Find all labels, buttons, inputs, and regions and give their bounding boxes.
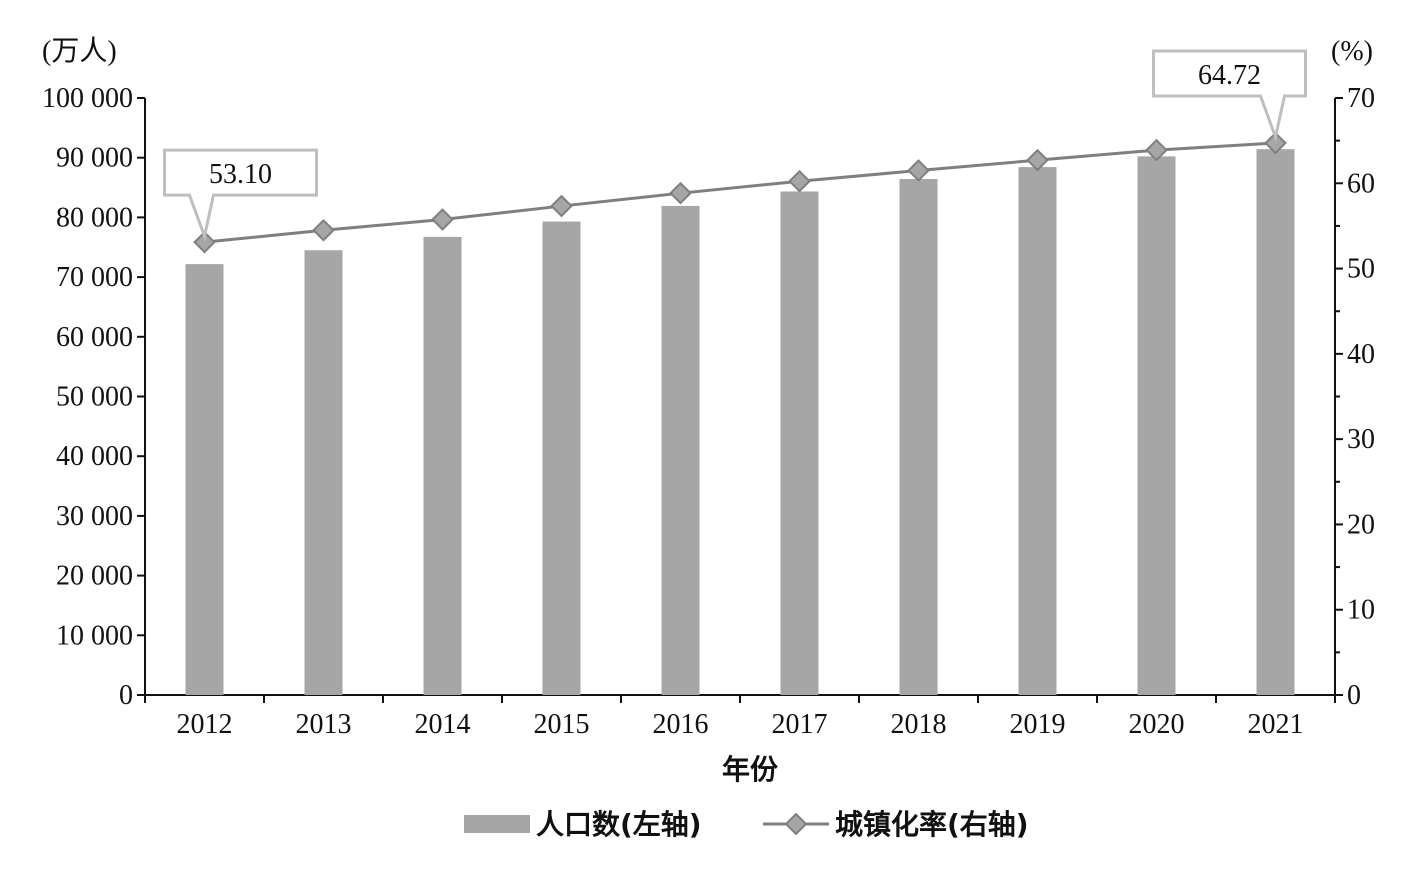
urbanization-marker bbox=[312, 218, 335, 242]
population-bar bbox=[423, 236, 462, 695]
population-bar bbox=[1137, 156, 1176, 695]
x-tick-label: 2015 bbox=[534, 709, 590, 740]
population-bar bbox=[661, 205, 700, 695]
legend-line-marker bbox=[784, 812, 808, 836]
callout-box bbox=[163, 148, 318, 242]
line-series bbox=[193, 131, 1287, 254]
urbanization-marker bbox=[788, 169, 811, 193]
population-bar bbox=[899, 178, 938, 695]
urbanization-marker bbox=[1145, 138, 1168, 162]
x-tick-label: 2016 bbox=[653, 709, 709, 740]
left-axis-unit: (万人) bbox=[42, 36, 117, 67]
x-tick-label: 2021 bbox=[1248, 709, 1304, 740]
x-tick-label: 2019 bbox=[1010, 709, 1066, 740]
urbanization-marker bbox=[669, 181, 692, 205]
right-tick-label: 60 bbox=[1347, 168, 1375, 199]
left-tick-label: 40 000 bbox=[56, 441, 133, 472]
left-tick-label: 70 000 bbox=[56, 262, 133, 293]
left-tick-label: 10 000 bbox=[56, 620, 133, 651]
population-bar bbox=[185, 264, 224, 695]
legend-bar-label: 人口数(左轴) bbox=[536, 808, 702, 841]
x-tick-label: 2012 bbox=[177, 709, 233, 740]
right-tick-label: 20 bbox=[1347, 509, 1375, 540]
right-axis: 0 10 20 30 40 50 60 70 bbox=[1334, 83, 1375, 711]
population-bar bbox=[780, 191, 819, 695]
right-tick-label: 40 bbox=[1347, 339, 1375, 370]
callout-box bbox=[1152, 49, 1307, 143]
bar-series bbox=[185, 149, 1295, 695]
left-tick-label: 100 000 bbox=[42, 83, 133, 114]
right-tick-label: 70 bbox=[1347, 83, 1375, 114]
left-axis: 0 10 000 20 000 30 000 40 000 50 000 60 000 70 … bbox=[42, 83, 146, 711]
left-tick-label: 0 bbox=[119, 680, 133, 711]
left-tick-label: 80 000 bbox=[56, 202, 133, 233]
population-bar bbox=[542, 221, 581, 695]
legend-bar-swatch bbox=[464, 815, 530, 833]
x-tick-label: 2014 bbox=[415, 709, 471, 740]
left-tick-label: 50 000 bbox=[56, 382, 133, 413]
urbanization-marker bbox=[550, 194, 573, 218]
x-axis-title: 年份 bbox=[722, 753, 778, 786]
x-tick-label: 2013 bbox=[296, 709, 352, 740]
left-tick-label: 60 000 bbox=[56, 322, 133, 353]
right-tick-label: 10 bbox=[1347, 595, 1375, 626]
callouts: 53.10 64.72 bbox=[163, 49, 1307, 242]
urbanization-marker bbox=[1026, 148, 1049, 172]
legend-line-label: 城镇化率(右轴) bbox=[835, 808, 1029, 841]
population-bar bbox=[1018, 167, 1057, 695]
legend: 人口数(左轴) 城镇化率(右轴) bbox=[464, 808, 1029, 841]
x-axis: 2012 2013 2014 2015 2016 2017 2018 2019 2020 2021 bbox=[144, 694, 1336, 740]
x-tick-label: 2017 bbox=[772, 709, 828, 740]
left-tick-label: 30 000 bbox=[56, 501, 133, 532]
left-tick-label: 90 000 bbox=[56, 143, 133, 174]
x-tick-label: 2018 bbox=[891, 709, 947, 740]
right-axis-unit: (%) bbox=[1331, 36, 1373, 67]
callout-label: 53.10 bbox=[209, 159, 272, 190]
urbanization-line bbox=[204, 141, 1276, 244]
population-bar bbox=[1256, 149, 1295, 695]
urbanization-marker bbox=[907, 159, 930, 182]
callout-label: 64.72 bbox=[1198, 60, 1261, 91]
urbanization-marker bbox=[1264, 131, 1287, 155]
urbanization-marker bbox=[431, 208, 454, 231]
right-tick-label: 50 bbox=[1347, 254, 1375, 285]
urbanization-marker bbox=[193, 230, 216, 254]
population-bar bbox=[304, 250, 343, 695]
left-tick-label: 20 000 bbox=[56, 561, 133, 592]
right-tick-label: 0 bbox=[1347, 680, 1361, 711]
right-tick-label: 30 bbox=[1347, 424, 1375, 455]
x-tick-label: 2020 bbox=[1129, 709, 1185, 740]
